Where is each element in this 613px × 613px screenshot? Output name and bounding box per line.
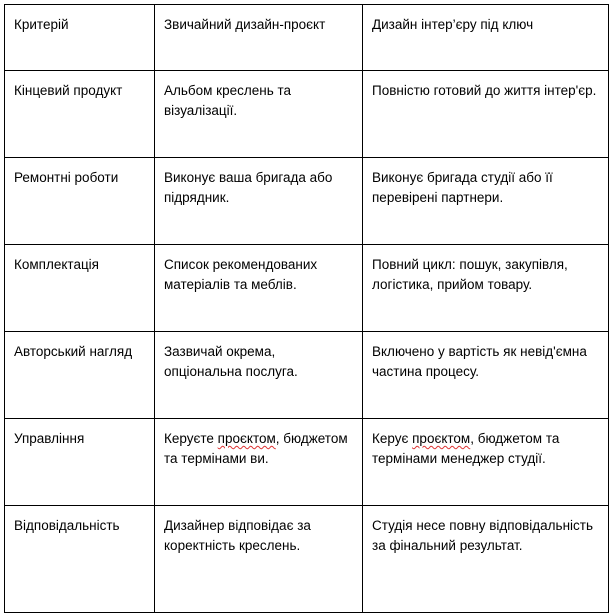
table-cell[interactable]: Повний цикл: пошук, закупівля, логістика… xyxy=(362,244,609,332)
comparison-table: Критерій Звичайний дизайн-проєкт Дизайн … xyxy=(4,4,609,613)
cell-text: , бюджетом та термінами менеджер студії. xyxy=(372,431,560,466)
table-cell[interactable]: Студія несе повну відповідальність за фі… xyxy=(362,505,609,613)
table-cell[interactable]: Включено у вартість як невід'ємна частин… xyxy=(362,331,609,419)
table-cell[interactable]: Авторський нагляд xyxy=(4,331,155,419)
spellcheck-flagged-word[interactable]: проєктом xyxy=(412,431,471,446)
cell-text: Керує xyxy=(372,431,413,446)
header-cell[interactable]: Критерій xyxy=(4,4,155,71)
spellcheck-flagged-word[interactable]: проєктом xyxy=(217,431,276,446)
table-row: Відповідальність Дизайнер відповідає за … xyxy=(4,505,609,613)
table-row: Ремонтні роботи Виконує ваша бригада або… xyxy=(4,157,609,245)
table-cell[interactable]: Комплектація xyxy=(4,244,155,332)
table-row: Комплектація Список рекомендованих матер… xyxy=(4,244,609,332)
cell-text: Керуєте xyxy=(164,431,218,446)
table-cell[interactable]: Керує проєктом, бюджетом та термінами ме… xyxy=(362,418,609,506)
table-cell[interactable]: Повністю готовий до життя інтер'єр. xyxy=(362,70,609,158)
header-cell[interactable]: Звичайний дизайн-проєкт xyxy=(154,4,363,71)
table-header-row: Критерій Звичайний дизайн-проєкт Дизайн … xyxy=(4,4,609,71)
table-row: Управління Керуєте проєктом, бюджетом та… xyxy=(4,418,609,506)
table-cell[interactable]: Список рекомендованих матеріалів та мебл… xyxy=(154,244,363,332)
table-cell[interactable]: Відповідальність xyxy=(4,505,155,613)
table-cell[interactable]: Виконує бригада студії або її перевірені… xyxy=(362,157,609,245)
header-cell[interactable]: Дизайн інтер’єру під ключ xyxy=(362,4,609,71)
table-cell[interactable]: Зазвичай окрема, опціональна послуга. xyxy=(154,331,363,419)
table-row: Авторський нагляд Зазвичай окрема, опціо… xyxy=(4,331,609,419)
table-cell[interactable]: Керуєте проєктом, бюджетом та термінами … xyxy=(154,418,363,506)
table-row: Кінцевий продукт Альбом креслень та візу… xyxy=(4,70,609,158)
cell-text: , бюджетом та термінами ви. xyxy=(164,431,348,466)
table-cell[interactable]: Управління xyxy=(4,418,155,506)
table-cell[interactable]: Ремонтні роботи xyxy=(4,157,155,245)
table-cell[interactable]: Виконує ваша бригада або підрядник. xyxy=(154,157,363,245)
table-cell[interactable]: Дизайнер відповідає за коректність кресл… xyxy=(154,505,363,613)
table-cell[interactable]: Кінцевий продукт xyxy=(4,70,155,158)
table-cell[interactable]: Альбом креслень та візуалізації. xyxy=(154,70,363,158)
